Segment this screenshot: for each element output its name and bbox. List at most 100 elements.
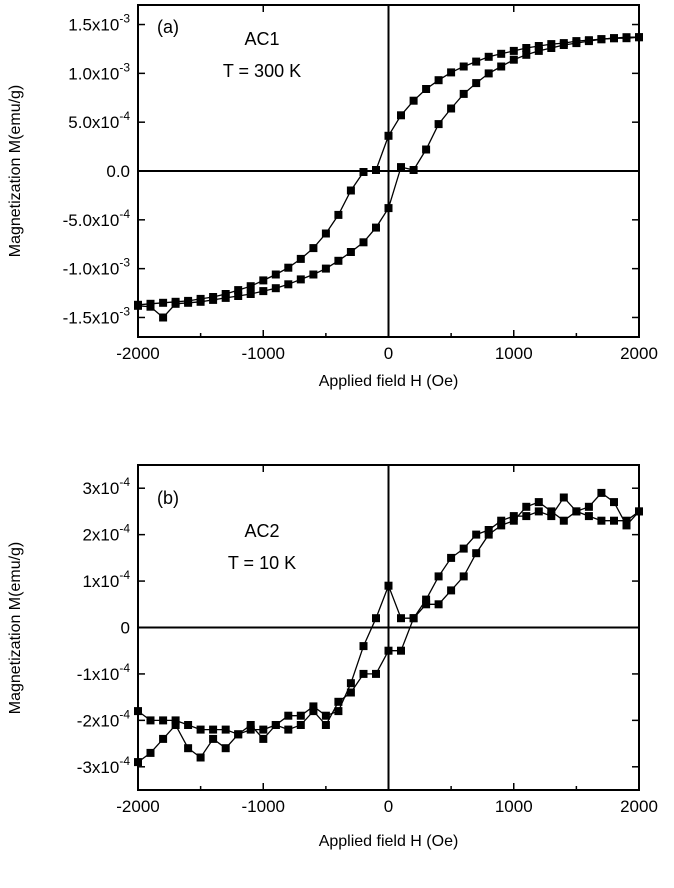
data-point bbox=[409, 166, 418, 174]
data-point bbox=[372, 614, 380, 623]
data-point bbox=[572, 507, 581, 516]
data-point bbox=[296, 721, 305, 729]
data-point bbox=[434, 120, 443, 129]
y-axis-title: Magnetization M(emu/g) bbox=[7, 85, 24, 258]
y-tick-mantissa: 0.0 bbox=[106, 162, 130, 181]
y-tick-mantissa: 5.0x10 bbox=[68, 113, 119, 132]
y-tick-exponent: -4 bbox=[119, 661, 130, 675]
data-point bbox=[635, 507, 643, 516]
data-point bbox=[234, 730, 243, 739]
data-point bbox=[584, 502, 593, 511]
data-point bbox=[334, 210, 343, 219]
data-point bbox=[309, 244, 318, 253]
y-tick-label: 1x10-4 bbox=[82, 568, 130, 591]
data-point bbox=[234, 292, 243, 300]
y-tick-exponent: -3 bbox=[119, 304, 130, 318]
x-tick-label: 1000 bbox=[495, 797, 533, 816]
y-axis-title: Magnetization M(emu/g) bbox=[7, 542, 24, 715]
data-point bbox=[610, 516, 618, 525]
data-point bbox=[397, 646, 405, 655]
data-point bbox=[559, 493, 568, 502]
data-point bbox=[434, 600, 443, 609]
sample-label: AC1 bbox=[244, 29, 279, 49]
data-point bbox=[284, 725, 293, 734]
data-point bbox=[534, 42, 543, 50]
y-tick-label: 0 bbox=[121, 619, 130, 638]
data-point bbox=[434, 572, 443, 581]
data-point bbox=[246, 282, 255, 291]
data-point bbox=[447, 104, 456, 113]
data-point bbox=[221, 744, 230, 753]
data-point bbox=[534, 498, 543, 507]
data-point bbox=[472, 549, 481, 558]
y-tick-exponent: -3 bbox=[119, 256, 130, 270]
y-tick-label: -5.0x10-4 bbox=[63, 207, 131, 230]
y-tick-label: 0.0 bbox=[106, 162, 130, 181]
data-point bbox=[622, 521, 631, 530]
y-tick-exponent: -4 bbox=[119, 754, 130, 768]
data-point bbox=[597, 516, 606, 525]
x-tick-label: 0 bbox=[384, 344, 393, 363]
data-point bbox=[346, 248, 355, 256]
data-point bbox=[359, 238, 368, 247]
temperature-label: T = 10 K bbox=[228, 553, 296, 573]
data-point bbox=[134, 707, 142, 716]
data-point bbox=[397, 163, 405, 172]
data-point bbox=[584, 512, 593, 521]
data-point bbox=[359, 669, 368, 678]
data-point bbox=[296, 711, 305, 720]
data-point bbox=[622, 33, 631, 42]
data-point bbox=[422, 600, 431, 609]
y-tick-label: 5.0x10-4 bbox=[68, 109, 130, 132]
x-tick-label: 2000 bbox=[620, 344, 658, 363]
y-tick-label: 1.5x10-3 bbox=[68, 12, 130, 35]
data-point bbox=[271, 284, 280, 293]
y-tick-mantissa: 3x10 bbox=[82, 479, 119, 498]
data-point bbox=[547, 44, 556, 52]
data-point bbox=[259, 734, 268, 743]
data-point bbox=[522, 512, 531, 521]
data-point bbox=[259, 276, 268, 285]
data-point bbox=[422, 85, 431, 93]
data-point bbox=[547, 512, 556, 521]
data-point bbox=[159, 716, 168, 725]
y-tick-mantissa: -5.0x10 bbox=[63, 211, 120, 230]
data-point bbox=[484, 526, 493, 534]
panel-label: (b) bbox=[157, 488, 179, 508]
data-point bbox=[259, 725, 268, 734]
data-point bbox=[509, 512, 518, 521]
y-tick-mantissa: -3x10 bbox=[77, 758, 120, 777]
data-point bbox=[635, 33, 643, 42]
data-point bbox=[372, 166, 380, 174]
data-point bbox=[509, 55, 518, 64]
data-point bbox=[484, 69, 493, 78]
x-tick-label: -1000 bbox=[242, 344, 285, 363]
y-tick-exponent: -4 bbox=[119, 207, 130, 221]
data-point bbox=[610, 498, 618, 507]
x-axis-title: Applied field H (Oe) bbox=[319, 373, 459, 390]
data-point bbox=[534, 507, 543, 516]
y-tick-exponent: -4 bbox=[119, 568, 130, 582]
data-point bbox=[309, 702, 318, 711]
y-tick-label: -3x10-4 bbox=[77, 754, 131, 777]
data-point bbox=[284, 263, 293, 272]
data-point bbox=[334, 697, 343, 706]
data-point bbox=[472, 57, 481, 66]
data-point bbox=[146, 302, 155, 311]
y-tick-mantissa: 1.5x10 bbox=[68, 16, 119, 35]
data-point bbox=[459, 572, 468, 581]
data-point bbox=[547, 507, 556, 516]
data-point bbox=[497, 521, 506, 530]
y-tick-exponent: -4 bbox=[119, 109, 130, 123]
sample-label: AC2 bbox=[244, 521, 279, 541]
data-point bbox=[447, 68, 456, 77]
data-point bbox=[309, 707, 318, 716]
data-point bbox=[584, 37, 593, 46]
data-point bbox=[246, 721, 255, 729]
data-point bbox=[171, 299, 180, 308]
x-tick-label: 0 bbox=[384, 797, 393, 816]
data-point bbox=[497, 49, 506, 58]
data-point bbox=[384, 204, 393, 213]
y-tick-exponent: -3 bbox=[119, 12, 130, 26]
data-point bbox=[384, 646, 393, 655]
